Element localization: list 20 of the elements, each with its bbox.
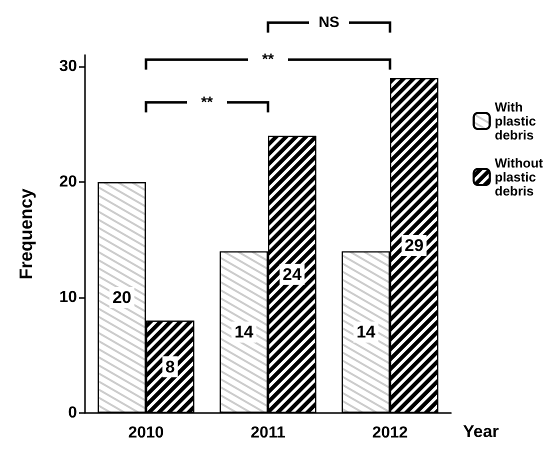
y-tick-label: 30 (59, 58, 78, 76)
data-label: 24 (282, 264, 302, 284)
data-label: 29 (404, 236, 424, 256)
y-tick-label: 20 (59, 174, 78, 191)
legend-label: With plastic debris (494, 100, 536, 142)
data-label: 14 (234, 322, 254, 342)
data-label: 14 (356, 322, 376, 342)
y-axis-title: Frequency (16, 188, 36, 280)
data-label: 20 (112, 288, 132, 308)
text: NS (318, 14, 340, 32)
annotation: ** (201, 94, 213, 111)
legend-label: Without plastic debris (494, 156, 544, 198)
x-tick-label: 2011 (250, 424, 286, 442)
data-label: 8 (165, 357, 175, 376)
annotation: ** (262, 51, 274, 68)
x-axis-title: Year (463, 422, 500, 441)
x-tick-label: 2010 (128, 424, 164, 442)
y-tick-label: 0 (68, 404, 78, 422)
x-tick-label: 2012 (372, 424, 408, 442)
y-tick-label: 10 (59, 289, 78, 306)
